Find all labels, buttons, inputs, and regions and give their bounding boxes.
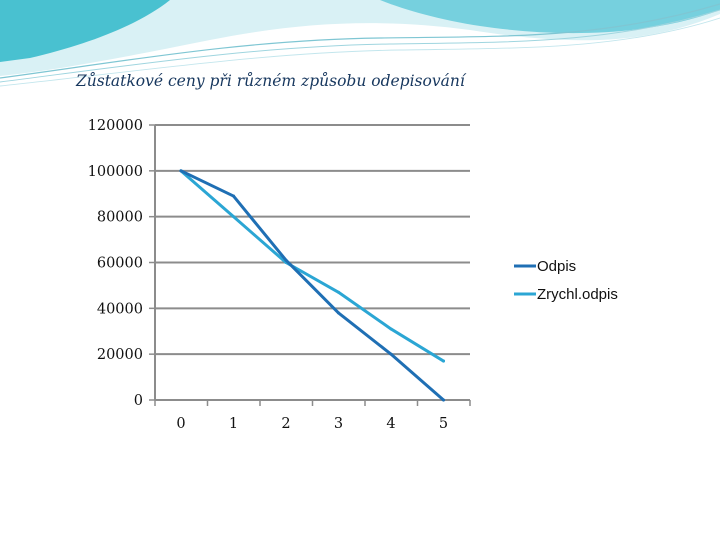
header-wave-teal <box>0 0 170 62</box>
header-wave-banner <box>0 0 720 87</box>
series-line-zrychl-odpis <box>179 169 445 363</box>
axes <box>149 124 471 406</box>
y-tick-label-60000: 60000 <box>97 256 143 272</box>
data-point-odpis-4 <box>389 352 393 356</box>
y-tick-label-20000: 20000 <box>97 347 143 363</box>
header-wave-teal-right <box>380 0 720 34</box>
y-tick-labels: 0 20000 40000 60000 80000 100000 120000 <box>88 118 143 409</box>
header-wave-line-1 <box>0 3 720 79</box>
data-point-zrychl-odpis-3 <box>337 290 340 294</box>
data-point-odpis-3 <box>337 311 340 315</box>
x-tick-label-0: 0 <box>176 416 185 432</box>
y-tick-label-120000: 120000 <box>88 118 143 134</box>
x-tick-label-2: 2 <box>281 416 290 432</box>
legend: Odpis Zrychl.odpis <box>514 258 618 303</box>
data-point-zrychl-odpis-5 <box>442 359 445 363</box>
data-point-odpis-2 <box>284 258 288 262</box>
chart-title: Zůstatkové ceny při různém způsobu odepi… <box>76 72 465 90</box>
x-tick-label-4: 4 <box>386 416 395 432</box>
y-tick-label-80000: 80000 <box>97 210 143 226</box>
x-tick-label-5: 5 <box>439 416 448 432</box>
data-point-zrychl-odpis-1 <box>232 215 235 219</box>
series-line-odpis <box>179 169 445 402</box>
data-point-odpis-5 <box>442 398 445 402</box>
legend-label-odpis: Odpis <box>537 258 576 275</box>
data-point-odpis-1 <box>232 194 235 198</box>
header-wave-line-3 <box>0 17 720 87</box>
x-tick-labels: 0 1 2 3 4 5 <box>176 416 448 432</box>
y-tick-label-40000: 40000 <box>97 301 143 317</box>
grid-lines <box>155 124 470 356</box>
y-tick-label-0: 0 <box>134 393 143 409</box>
header-wave-line-2 <box>0 9 720 83</box>
legend-label-zrychl-odpis: Zrychl.odpis <box>537 286 618 303</box>
x-tick-label-1: 1 <box>229 416 238 432</box>
series-lines <box>179 169 445 402</box>
data-point-odpis-0 <box>179 169 183 173</box>
x-tick-label-3: 3 <box>334 416 343 432</box>
data-point-zrychl-odpis-4 <box>389 327 393 331</box>
y-tick-label-100000: 100000 <box>88 164 143 180</box>
